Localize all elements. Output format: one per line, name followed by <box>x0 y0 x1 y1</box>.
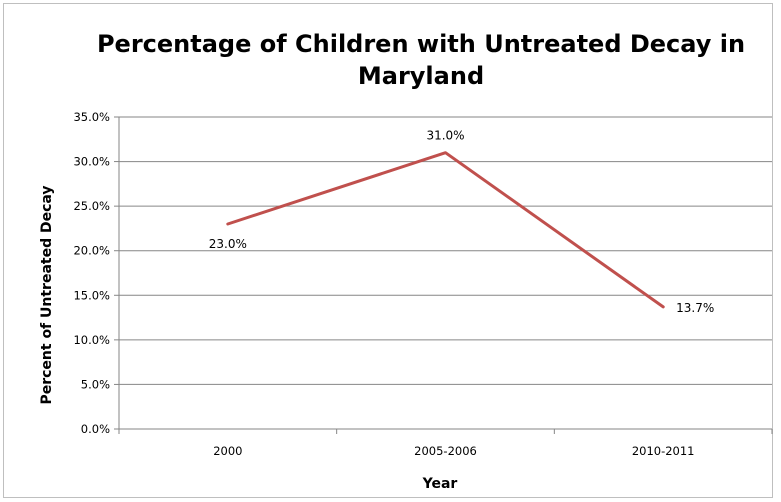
x-axis-title: Year <box>422 476 458 492</box>
chart-title-line-2: Maryland <box>358 62 484 90</box>
data-labels: 23.0% 31.0% 13.7% <box>209 129 715 315</box>
y-tick-label: 25.0% <box>73 199 110 213</box>
y-tick-label: 30.0% <box>73 155 110 169</box>
y-tick-label: 35.0% <box>73 110 110 124</box>
data-label: 23.0% <box>209 237 247 251</box>
y-tick-label: 5.0% <box>81 377 110 391</box>
data-label: 13.7% <box>676 301 714 315</box>
axes <box>114 116 773 434</box>
y-tick-label: 0.0% <box>81 422 110 436</box>
x-tick-label: 2010-2011 <box>632 444 695 458</box>
gridlines <box>119 116 772 430</box>
chart-svg: Percentage of Children with Untreated De… <box>39 30 773 492</box>
y-tick-label: 20.0% <box>73 244 110 258</box>
chart-frame: Percentage of Children with Untreated De… <box>3 3 773 498</box>
series-line-0 <box>226 151 665 309</box>
y-tick-label: 15.0% <box>73 288 110 302</box>
x-tick-label: 2000 <box>213 444 242 458</box>
y-axis-title: Percent of Untreated Decay <box>39 185 55 404</box>
data-label: 31.0% <box>426 129 464 143</box>
x-tick-label: 2005-2006 <box>414 444 477 458</box>
chart-title: Percentage of Children with Untreated De… <box>97 30 745 90</box>
x-axis-tick-labels: 2000 2005-2006 2010-2011 <box>213 444 694 458</box>
chart-title-line-1: Percentage of Children with Untreated De… <box>97 30 745 58</box>
y-axis-tick-labels: 0.0% 5.0% 10.0% 15.0% 20.0% 25.0% 30.0% 35.0% <box>73 110 110 436</box>
y-tick-label: 10.0% <box>73 333 110 347</box>
series <box>226 151 665 309</box>
